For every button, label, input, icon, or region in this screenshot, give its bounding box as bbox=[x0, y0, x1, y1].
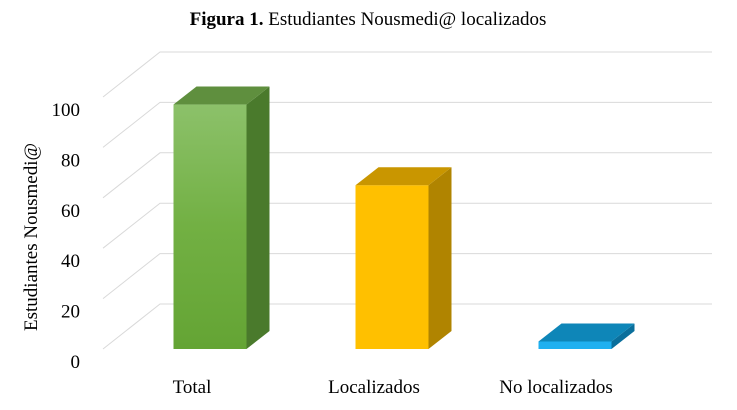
bar-side bbox=[428, 167, 452, 349]
bar-front bbox=[173, 104, 247, 349]
bar bbox=[173, 86, 270, 349]
gridline bbox=[102, 253, 712, 299]
bar-top bbox=[173, 86, 270, 105]
bars bbox=[173, 86, 635, 349]
chart-title-text: Estudiantes Nousmedi@ localizados bbox=[263, 9, 546, 30]
bar-side bbox=[246, 86, 270, 349]
y-axis-label: Estudiantes Nousmedi@ bbox=[21, 143, 42, 331]
y-tick-label: 0 bbox=[71, 352, 81, 373]
bar-front bbox=[538, 341, 612, 349]
x-category-label: No localizados bbox=[499, 377, 612, 398]
chart-title: Figura 1. Estudiantes Nousmedi@ localiza… bbox=[190, 9, 547, 30]
gridline bbox=[102, 202, 712, 249]
y-axis-ticks: 0 20 40 60 80 100 bbox=[52, 100, 81, 373]
bar-top bbox=[355, 167, 452, 186]
y-tick-label: 60 bbox=[61, 201, 80, 222]
bar bbox=[538, 323, 635, 349]
x-axis-categories: Total Localizados No localizados bbox=[173, 377, 613, 398]
x-category-label: Total bbox=[173, 377, 212, 398]
y-tick-label: 80 bbox=[61, 150, 80, 171]
y-tick-label: 20 bbox=[61, 302, 80, 323]
gridline bbox=[102, 152, 712, 199]
gridline bbox=[102, 303, 712, 350]
bar-front bbox=[355, 185, 429, 349]
bar-top bbox=[538, 323, 635, 342]
chart-title-label: Figura 1. bbox=[190, 9, 264, 30]
y-tick-label: 100 bbox=[52, 100, 81, 121]
gridlines bbox=[102, 51, 712, 350]
y-tick-label: 40 bbox=[61, 251, 80, 272]
bar-side bbox=[611, 323, 635, 349]
gridline bbox=[102, 101, 712, 148]
x-category-label: Localizados bbox=[328, 377, 420, 398]
gridline bbox=[102, 51, 712, 98]
bar bbox=[355, 167, 452, 349]
